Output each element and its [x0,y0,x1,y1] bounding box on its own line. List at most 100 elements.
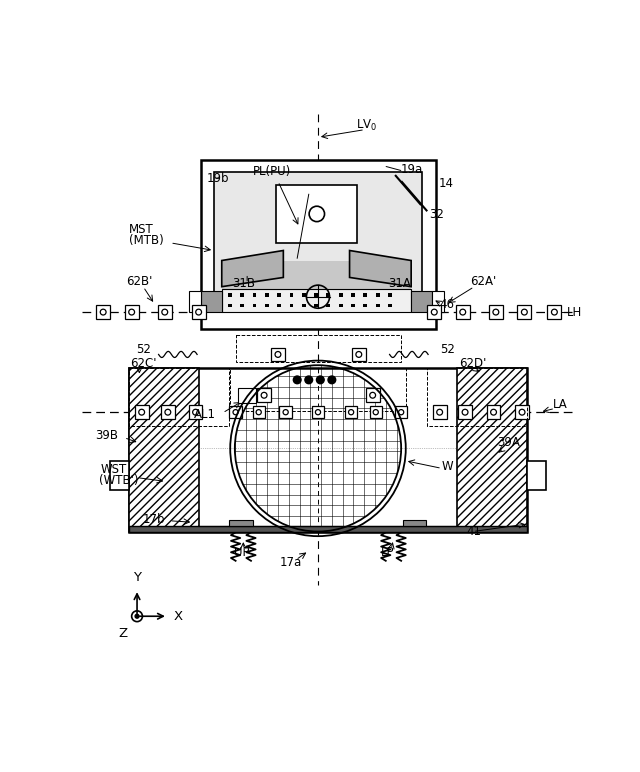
Bar [369,406,382,418]
Circle shape [135,615,139,618]
Bar [365,388,380,402]
Bar [230,368,406,411]
Bar [312,406,324,418]
Circle shape [328,376,336,384]
Bar [388,293,392,296]
Bar [411,290,432,312]
Text: 62D': 62D' [459,357,486,371]
Bar [236,335,401,362]
Text: AL1: AL1 [195,408,216,421]
Bar [277,293,281,296]
Text: WST: WST [101,463,127,476]
Bar [352,347,365,361]
Bar [388,303,392,307]
Bar [351,293,355,296]
Bar [527,461,546,490]
Bar [265,303,269,307]
Bar [230,406,242,418]
Bar [428,305,441,319]
Circle shape [293,376,301,384]
Bar [433,405,447,419]
Polygon shape [221,250,284,286]
Bar [339,303,342,307]
Bar [240,303,244,307]
Text: Y: Y [133,571,141,584]
Text: 39A: 39A [497,436,520,449]
Bar [125,305,139,319]
Bar [458,368,527,532]
Bar [403,520,426,527]
Text: X: X [174,610,183,623]
Bar [253,293,257,296]
Text: 62C': 62C' [130,357,157,371]
Bar [289,293,293,296]
Bar [228,303,232,307]
Bar [486,405,500,419]
Text: 52: 52 [440,343,454,356]
Text: (WTB'): (WTB') [99,474,138,487]
Bar [110,461,129,490]
Bar [326,303,330,307]
Text: LA: LA [553,398,568,411]
Text: 52: 52 [136,343,151,356]
Text: PL(PU): PL(PU) [253,164,291,178]
Bar [201,160,436,329]
Bar [158,305,172,319]
Bar [135,405,148,419]
Text: LP: LP [381,546,395,559]
Bar [161,405,175,419]
Bar [280,406,292,418]
Bar [427,368,527,426]
Bar [456,305,470,319]
Bar [201,290,221,312]
Bar [314,303,318,307]
Bar [230,520,253,527]
Text: 32: 32 [429,208,445,221]
Bar [376,303,380,307]
Bar [364,293,367,296]
Circle shape [316,376,324,384]
Polygon shape [349,250,411,286]
Bar [192,305,205,319]
Bar [228,293,232,296]
Bar [271,347,285,361]
Bar [489,305,503,319]
Text: Z: Z [118,627,127,640]
Bar [129,368,198,532]
Text: W: W [442,459,454,472]
Bar [376,293,380,296]
Text: 46: 46 [440,298,454,311]
Text: 41: 41 [467,525,482,538]
Bar [240,293,244,296]
Bar [302,303,306,307]
Bar [289,303,293,307]
Text: (MTB): (MTB) [129,234,164,247]
Bar [458,405,472,419]
Bar [189,405,202,419]
Bar [517,305,531,319]
Bar [276,185,357,242]
Bar [189,290,201,312]
Bar [326,293,330,296]
Bar [351,303,355,307]
Bar [302,293,306,296]
Bar [214,172,422,299]
Text: 19b: 19b [206,172,229,185]
Bar [129,527,527,533]
Bar [96,305,110,319]
Text: LH: LH [566,306,582,319]
Text: 17b: 17b [142,513,164,527]
Bar [129,368,230,426]
Text: 39B: 39B [95,428,118,442]
Bar [339,293,342,296]
Text: 31B: 31B [232,277,255,290]
Bar [253,406,265,418]
Bar [238,388,257,403]
Text: MST: MST [129,223,154,236]
Bar [253,303,257,307]
Bar [221,289,411,312]
Text: 14: 14 [439,177,454,190]
Text: LV$_0$: LV$_0$ [356,117,378,133]
Text: 62B': 62B' [126,275,152,288]
Text: 62A': 62A' [470,275,497,288]
